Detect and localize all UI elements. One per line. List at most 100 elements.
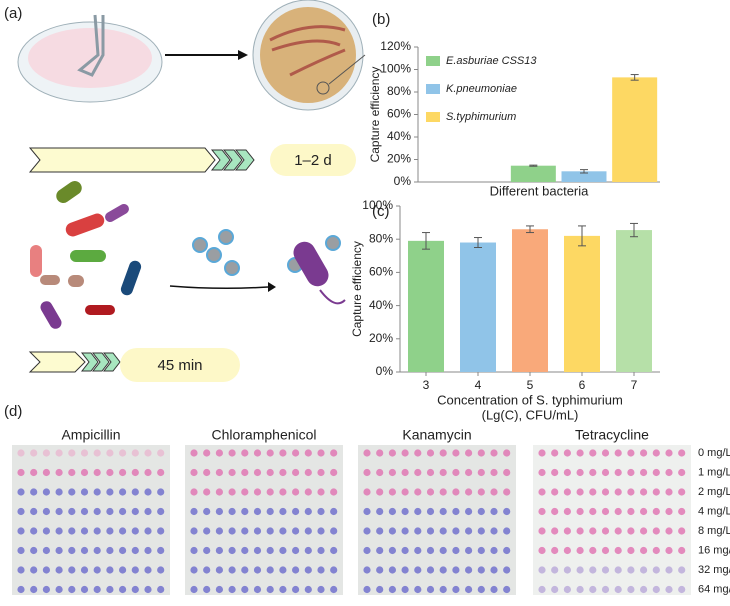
well — [106, 468, 114, 477]
well — [253, 546, 262, 555]
duration-label: 1–2 d — [294, 152, 332, 169]
well — [614, 468, 622, 477]
well — [363, 546, 371, 555]
well — [652, 507, 660, 516]
well — [465, 585, 473, 594]
well — [414, 566, 422, 574]
well — [292, 468, 300, 477]
concentration-label: 8 mg/L — [698, 525, 730, 537]
well — [563, 546, 572, 555]
well — [119, 585, 127, 594]
well — [215, 527, 223, 535]
well — [330, 468, 338, 477]
well — [93, 585, 101, 594]
well — [678, 527, 686, 535]
well — [266, 468, 274, 477]
well — [426, 488, 435, 496]
well — [426, 546, 435, 555]
well — [330, 488, 338, 496]
well — [42, 449, 51, 457]
well — [376, 566, 384, 574]
well — [627, 488, 635, 496]
well — [401, 527, 409, 535]
well — [144, 488, 152, 496]
bar — [564, 235, 600, 372]
well — [17, 468, 25, 477]
well — [563, 449, 572, 457]
well — [640, 468, 648, 477]
well — [30, 527, 38, 535]
well — [678, 488, 686, 496]
well — [253, 585, 262, 594]
well — [157, 527, 165, 535]
well — [614, 566, 622, 574]
well — [601, 585, 610, 594]
well — [601, 468, 610, 477]
well — [452, 449, 460, 457]
well — [439, 449, 447, 457]
well — [228, 566, 236, 574]
y-tick-label: 60% — [369, 265, 393, 279]
well — [80, 566, 89, 574]
well — [42, 566, 51, 574]
well — [490, 585, 498, 594]
antibiotic-label: Ampicillin — [61, 427, 120, 443]
well — [266, 449, 274, 457]
well — [665, 468, 673, 477]
legend-label: K.pneumoniae — [446, 83, 517, 95]
well — [330, 546, 338, 555]
well — [80, 468, 89, 477]
well — [439, 527, 447, 535]
well — [279, 585, 287, 594]
well — [627, 566, 635, 574]
well — [538, 488, 546, 496]
well — [601, 546, 610, 555]
well — [363, 468, 371, 477]
well — [292, 585, 300, 594]
well — [601, 527, 610, 535]
well — [292, 566, 300, 574]
well — [190, 546, 198, 555]
well — [80, 488, 89, 496]
y-tick-label: 80% — [369, 231, 393, 245]
well — [678, 546, 686, 555]
well — [119, 566, 127, 574]
x-tick-label: 7 — [631, 378, 638, 392]
bar — [512, 229, 548, 372]
well — [292, 507, 300, 516]
well — [42, 507, 51, 516]
well — [279, 546, 287, 555]
well — [477, 566, 485, 574]
well — [157, 488, 165, 496]
well — [551, 507, 559, 516]
well — [17, 585, 25, 594]
well — [452, 468, 460, 477]
well — [640, 546, 648, 555]
well — [601, 488, 610, 496]
well — [228, 507, 236, 516]
well — [439, 468, 447, 477]
error-bar — [578, 225, 586, 247]
well — [304, 527, 312, 535]
agar-plate — [252, 0, 366, 111]
well — [563, 527, 572, 535]
well — [503, 585, 511, 594]
well — [317, 566, 325, 574]
antibiotic-label: Tetracycline — [575, 427, 649, 443]
well — [503, 546, 511, 555]
well — [465, 468, 473, 477]
well — [490, 546, 498, 555]
well — [551, 488, 559, 496]
well — [401, 566, 409, 574]
well — [292, 546, 300, 555]
well — [190, 449, 198, 457]
well — [241, 546, 249, 555]
well — [42, 527, 51, 535]
error-bar — [630, 222, 638, 238]
well — [330, 527, 338, 535]
plate — [185, 445, 343, 595]
well — [401, 585, 409, 594]
petri-dish — [17, 14, 163, 103]
well — [490, 488, 498, 496]
